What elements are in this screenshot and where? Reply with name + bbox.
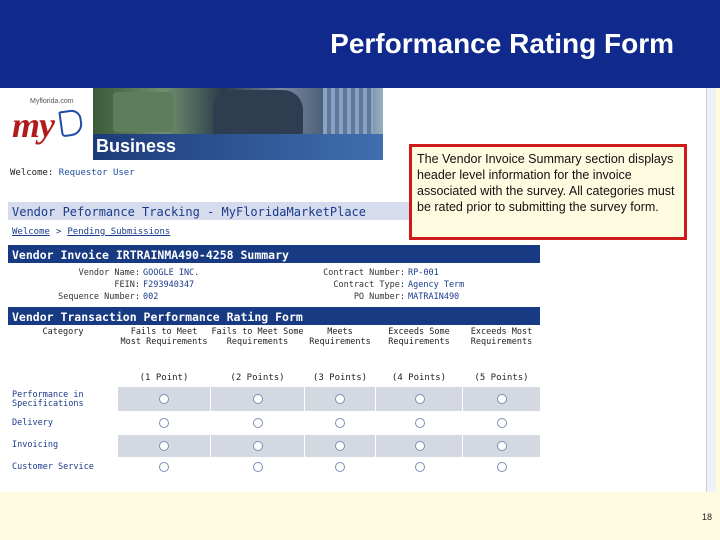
callout-note: The Vendor Invoice Summary section displ… xyxy=(409,144,687,240)
radio-performance-4[interactable] xyxy=(415,394,425,404)
rating-form-heading: Vendor Transaction Performance Rating Fo… xyxy=(8,307,540,325)
category-performance: Performance in Specifications xyxy=(12,390,84,409)
radio-invoicing-1[interactable] xyxy=(159,441,169,451)
fein-label: FEIN: xyxy=(114,280,140,290)
category-column-header: Category xyxy=(42,327,84,337)
radio-customer-service-3[interactable] xyxy=(335,462,345,472)
column-header-1: Fails to Meet Most Requirements xyxy=(120,327,208,347)
category-delivery: Delivery xyxy=(12,418,53,428)
po-number-label: PO Number: xyxy=(353,292,405,302)
radio-delivery-2[interactable] xyxy=(253,418,263,428)
radio-performance-2[interactable] xyxy=(253,394,263,404)
breadcrumb-welcome-link[interactable]: Welcome xyxy=(12,227,50,237)
banner-photo-handshake xyxy=(213,90,303,136)
column-header-3: Meets Requirements xyxy=(309,327,371,347)
table-row xyxy=(118,435,540,457)
sequence-number-value: 002 xyxy=(143,292,159,302)
radio-invoicing-4[interactable] xyxy=(415,441,425,451)
vendor-name-value: GOOGLE INC. xyxy=(143,268,200,278)
contract-number-label: Contract Number: xyxy=(323,268,405,278)
po-number-value: MATRAIN490 xyxy=(408,292,460,302)
welcome-label: Welcome: xyxy=(10,168,54,178)
radio-customer-service-5[interactable] xyxy=(497,462,507,472)
table-row xyxy=(118,387,540,411)
page-number: 18 xyxy=(701,512,712,522)
column-header-4: Exceeds Some Requirements xyxy=(388,327,450,347)
contract-type-label: Contract Type: xyxy=(333,280,405,290)
column-points-4: (4 Points) xyxy=(391,373,447,383)
radio-performance-1[interactable] xyxy=(159,394,169,404)
welcome-user[interactable]: Requestor User xyxy=(58,168,135,178)
radio-delivery-4[interactable] xyxy=(415,418,425,428)
business-label: Business xyxy=(96,136,177,156)
column-points-2: (2 Points) xyxy=(230,373,285,383)
logo-site-url: Myflorida.com xyxy=(30,98,74,105)
banner-photo-people xyxy=(113,92,173,132)
column-points-3: (3 Points) xyxy=(312,373,368,383)
slide-title-bar: Performance Rating Form xyxy=(0,0,720,88)
myflorida-logo[interactable]: Myflorida.com my xyxy=(0,88,93,160)
table-row xyxy=(118,458,540,478)
radio-customer-service-1[interactable] xyxy=(159,462,169,472)
logo-my-text: my xyxy=(12,105,55,145)
radio-performance-5[interactable] xyxy=(497,394,507,404)
radio-delivery-5[interactable] xyxy=(497,418,507,428)
contract-number-value: RP-001 xyxy=(408,268,439,278)
radio-customer-service-4[interactable] xyxy=(415,462,425,472)
breadcrumb: Welcome > Pending Submissions xyxy=(12,227,170,237)
invoice-summary-heading: Vendor Invoice IRTRAINMA490-4258 Summary xyxy=(8,245,540,263)
invoice-summary-fields: Vendor Name: GOOGLE INC. FEIN: F293940347 … xyxy=(10,266,540,306)
page-heading: Vendor Peformance Tracking - MyFloridaMa… xyxy=(8,202,540,220)
radio-performance-3[interactable] xyxy=(335,394,345,404)
radio-delivery-1[interactable] xyxy=(159,418,169,428)
category-invoicing: Invoicing xyxy=(12,440,59,450)
florida-outline-icon xyxy=(58,108,84,138)
radio-invoicing-3[interactable] xyxy=(335,441,345,451)
column-header-5: Exceeds Most Requirements xyxy=(470,327,533,347)
column-header-2: Fails to Meet Some Requirements xyxy=(211,327,304,347)
column-points-5: (5 Points) xyxy=(474,373,529,383)
sequence-number-label: Sequence Number: xyxy=(58,292,140,302)
welcome-line: Welcome: Requestor User xyxy=(10,168,135,178)
radio-customer-service-2[interactable] xyxy=(253,462,263,472)
slide-title: Performance Rating Form xyxy=(330,28,674,59)
vertical-scrollbar[interactable] xyxy=(706,88,716,492)
category-customer-service: Customer Service xyxy=(12,462,94,472)
radio-invoicing-5[interactable] xyxy=(497,441,507,451)
radio-invoicing-2[interactable] xyxy=(253,441,263,451)
fein-value: F293940347 xyxy=(143,280,195,290)
radio-delivery-3[interactable] xyxy=(335,418,345,428)
column-points-1: (1 Point) xyxy=(139,373,189,383)
contract-type-value: Agency Term xyxy=(408,280,465,290)
breadcrumb-pending-link[interactable]: Pending Submissions xyxy=(67,227,171,237)
table-row xyxy=(118,413,540,433)
breadcrumb-separator: > xyxy=(55,227,62,237)
vendor-name-label: Vendor Name: xyxy=(78,268,140,278)
business-strip xyxy=(93,134,383,160)
